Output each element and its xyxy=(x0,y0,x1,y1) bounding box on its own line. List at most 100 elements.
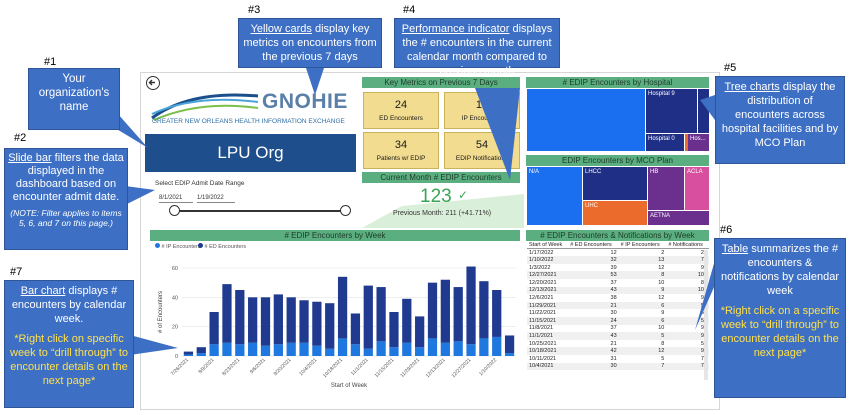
table-row[interactable]: 10/11/2021 31 571 xyxy=(527,355,709,363)
bar-ed[interactable] xyxy=(415,316,425,348)
metric-card-ed[interactable]: 24 ED Encounters xyxy=(363,92,439,129)
bar-ip[interactable] xyxy=(376,341,386,356)
tree-mco[interactable]: N/A LHCC UHC HB ACLA AETNA xyxy=(527,167,709,225)
tree-hospital[interactable]: Hospital 9 Hospital 0 Hos... xyxy=(527,89,709,151)
bar-ip[interactable] xyxy=(504,353,515,356)
tree-cell[interactable]: UHC xyxy=(583,201,647,225)
bar-ip[interactable] xyxy=(337,338,348,356)
bar-ed[interactable] xyxy=(209,312,219,345)
tree-cell[interactable]: AETNA xyxy=(648,211,709,225)
table-scrollbar[interactable] xyxy=(704,250,708,380)
bar-ip[interactable] xyxy=(325,348,335,356)
bar-ip[interactable] xyxy=(312,345,322,356)
bar-ed[interactable] xyxy=(504,335,515,354)
bar-ip[interactable] xyxy=(260,345,271,356)
bar-ed[interactable] xyxy=(222,284,232,343)
table-row[interactable]: 11/15/202124659 xyxy=(527,316,709,325)
tree-cell[interactable]: ACLA xyxy=(685,167,709,210)
bar-ip[interactable] xyxy=(248,342,258,356)
tree-cell[interactable] xyxy=(685,134,689,151)
tree-cell[interactable]: N/A xyxy=(527,167,582,225)
bar-ed[interactable] xyxy=(337,276,348,339)
tree-cell[interactable]: Hospital 9 xyxy=(646,89,697,133)
bar-ip[interactable] xyxy=(299,342,309,356)
bar-ed[interactable] xyxy=(183,351,194,355)
bar-ip[interactable] xyxy=(492,336,502,356)
bar-ed[interactable] xyxy=(479,281,489,339)
table-row[interactable]: 11/1/202143591 xyxy=(527,332,709,340)
bar-ed[interactable] xyxy=(299,300,309,343)
bar-ed[interactable] xyxy=(440,279,450,343)
bar-ip[interactable] xyxy=(273,344,283,356)
bar-ed[interactable] xyxy=(325,303,335,349)
column-header[interactable]: Start of Week xyxy=(527,241,569,250)
bar-ed[interactable] xyxy=(235,290,245,345)
back-arrow-icon[interactable] xyxy=(146,76,160,90)
bar-ed[interactable] xyxy=(286,297,296,343)
bar-ed[interactable] xyxy=(248,297,258,343)
slider-handle-end[interactable] xyxy=(340,205,351,216)
tree-cell[interactable]: Hospital 0 xyxy=(646,134,684,151)
metric-card-patients[interactable]: 34 Patients w/ EDIP xyxy=(363,132,439,169)
slider-handle-start[interactable] xyxy=(169,205,180,216)
bar-ed[interactable] xyxy=(260,297,271,346)
bar-ip[interactable] xyxy=(466,344,476,356)
bar-ip[interactable] xyxy=(363,348,373,356)
bar-ip[interactable] xyxy=(209,344,219,356)
legend-label-ip: # IP Encounters xyxy=(161,244,201,250)
table-row[interactable]: 10/25/2021 21 853 xyxy=(527,340,709,348)
bar-ip[interactable] xyxy=(196,353,206,356)
tree-cell[interactable] xyxy=(698,89,709,133)
table-row[interactable]: 11/22/2021 30 969 xyxy=(527,309,709,317)
table-cell: 22 xyxy=(666,249,709,257)
table-row[interactable]: 11/8/2021 37 1091 xyxy=(527,325,709,333)
table-row[interactable]: 10/18/2021421299 xyxy=(527,347,709,355)
bar-ip[interactable] xyxy=(415,347,425,356)
table-row[interactable]: 12/27/2021 53 8 104 xyxy=(527,271,709,279)
bar-ip[interactable] xyxy=(286,342,296,356)
weekly-table[interactable]: Start of Week # ED Encounters # IP Encount… xyxy=(527,241,709,387)
column-header[interactable]: # IP Encounters xyxy=(618,241,667,250)
bar-ed[interactable] xyxy=(492,290,502,337)
table-row[interactable]: 12/13/2021 43 9 101 xyxy=(527,286,709,295)
table-row[interactable]: 12/20/2021 37 1087 xyxy=(527,279,709,287)
bar-ip[interactable] xyxy=(222,342,232,356)
slider-end-input[interactable]: 1/19/2022 xyxy=(197,193,235,203)
bar-ed[interactable] xyxy=(196,347,206,354)
tree-cell[interactable] xyxy=(527,89,645,151)
slider-start-input[interactable]: 8/1/2021 xyxy=(159,193,193,203)
bar-ed[interactable] xyxy=(466,266,476,345)
bar-ip[interactable] xyxy=(402,342,412,356)
tree-cell[interactable]: Hos... xyxy=(688,134,709,151)
table-row[interactable]: 12/6/2021 38 1293 xyxy=(527,294,709,302)
bar-ip[interactable] xyxy=(440,342,450,356)
bar-ip[interactable] xyxy=(427,338,438,356)
bar-ip[interactable] xyxy=(350,344,361,356)
bar-ed[interactable] xyxy=(376,287,386,342)
bar-ip[interactable] xyxy=(479,338,489,356)
table-cell: 21 xyxy=(568,301,619,310)
bar-ip[interactable] xyxy=(183,354,194,356)
bar-ed[interactable] xyxy=(402,298,412,343)
table-cell: 5 xyxy=(661,355,665,362)
bar-ip[interactable] xyxy=(235,344,245,356)
tree-cell[interactable]: LHCC xyxy=(583,167,647,200)
tree-cell[interactable]: HB xyxy=(648,167,684,210)
table-row[interactable]: 1/17/2022 12 222 xyxy=(527,249,709,257)
bar-ed[interactable] xyxy=(363,285,373,349)
bar-ip[interactable] xyxy=(389,347,399,356)
bar-ed[interactable] xyxy=(453,287,463,342)
bar-ed[interactable] xyxy=(350,313,361,345)
bar-ed[interactable] xyxy=(427,282,438,339)
column-header[interactable]: # Notifications xyxy=(666,241,709,250)
column-header[interactable]: # ED Encounters xyxy=(568,241,619,250)
table-row[interactable]: 1/10/2022321376 xyxy=(527,256,709,264)
bar-ed[interactable] xyxy=(389,312,399,348)
table-row[interactable]: 10/4/202130770 xyxy=(527,362,709,371)
bar-ed[interactable] xyxy=(273,294,283,345)
slider-track[interactable] xyxy=(174,210,346,212)
table-row[interactable]: 1/3/2022 39 1291 xyxy=(527,264,709,272)
bar-ip[interactable] xyxy=(453,341,463,356)
bar-ed[interactable] xyxy=(312,301,322,346)
